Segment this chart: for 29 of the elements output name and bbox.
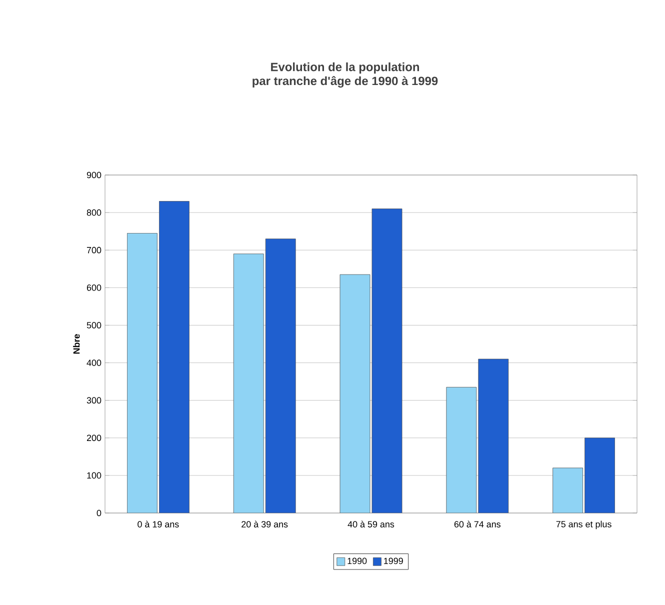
y-tick-label: 500	[86, 322, 102, 328]
y-tick-label: 700	[86, 246, 102, 254]
x-tick-label: 60 à 74 ans	[454, 520, 500, 528]
bar	[478, 358, 509, 513]
bar	[233, 254, 264, 513]
y-axis-title: Nbre	[73, 334, 80, 354]
bar	[372, 208, 402, 513]
bar	[340, 274, 370, 513]
legend-label: 1999	[384, 558, 403, 564]
bar	[584, 438, 615, 513]
y-tick-label: 200	[86, 434, 102, 442]
y-tick-label: 100	[87, 472, 102, 479]
x-tick-label: 75 ans et plus	[556, 520, 612, 530]
x-tick-label: 0 à 19 ans	[138, 520, 179, 528]
y-tick-label: 600	[86, 284, 102, 291]
bar	[159, 201, 190, 513]
bar	[265, 238, 296, 513]
y-tick-label: 300	[86, 397, 102, 404]
y-tick-label: 900	[86, 172, 102, 178]
bar	[446, 386, 477, 513]
bar	[127, 233, 158, 513]
legend-label: 1990	[348, 558, 367, 564]
x-tick-label: 20 à 39 ans	[242, 520, 288, 528]
y-tick-label: 400	[86, 360, 102, 366]
y-tick-label: 800	[86, 209, 102, 216]
bar	[552, 468, 584, 513]
x-tick-label: 40 à 59 ans	[348, 520, 394, 528]
chart-title: Evolution de la population par tranche d'âge de 1990 à 1999	[252, 62, 438, 88]
y-tick-label: 0	[96, 510, 102, 516]
